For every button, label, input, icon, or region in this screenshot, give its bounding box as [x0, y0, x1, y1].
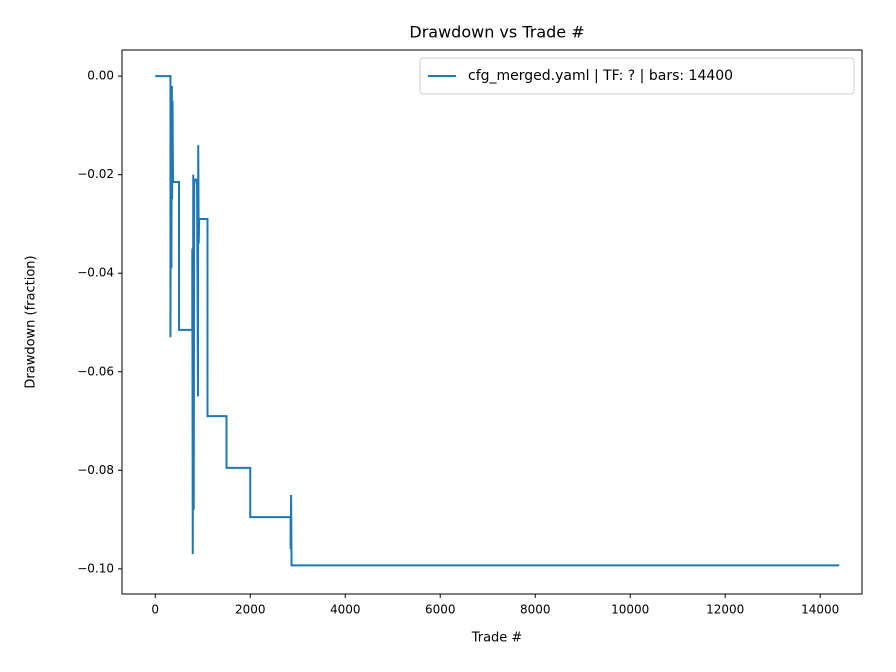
y-tick-label: −0.10 — [77, 561, 114, 575]
x-tick-label: 14000 — [801, 603, 839, 617]
chart-title: Drawdown vs Trade # — [409, 23, 584, 42]
y-tick-label: 0.00 — [87, 69, 114, 83]
y-tick-label: −0.06 — [77, 364, 114, 378]
data-line — [155, 75, 840, 567]
x-tick-label: 10000 — [611, 603, 649, 617]
x-tick-label: 0 — [151, 603, 159, 617]
legend-label: cfg_merged.yaml | TF: ? | bars: 14400 — [468, 68, 733, 84]
x-tick-label: 12000 — [706, 603, 744, 617]
x-tick-label: 2000 — [235, 603, 266, 617]
y-tick-label: −0.04 — [77, 266, 114, 280]
x-tick-label: 8000 — [520, 603, 551, 617]
legend: cfg_merged.yaml | TF: ? | bars: 14400 — [419, 57, 855, 95]
x-tick-label: 6000 — [425, 603, 456, 617]
x-tick-label: 4000 — [330, 603, 361, 617]
y-tick-label: −0.02 — [77, 167, 114, 181]
legend-box — [419, 57, 855, 95]
y-axis-label: Drawdown (fraction) — [24, 255, 39, 388]
x-axis-label: Trade # — [471, 631, 523, 646]
axes-frame — [121, 49, 863, 595]
y-tick-label: −0.08 — [77, 463, 114, 477]
